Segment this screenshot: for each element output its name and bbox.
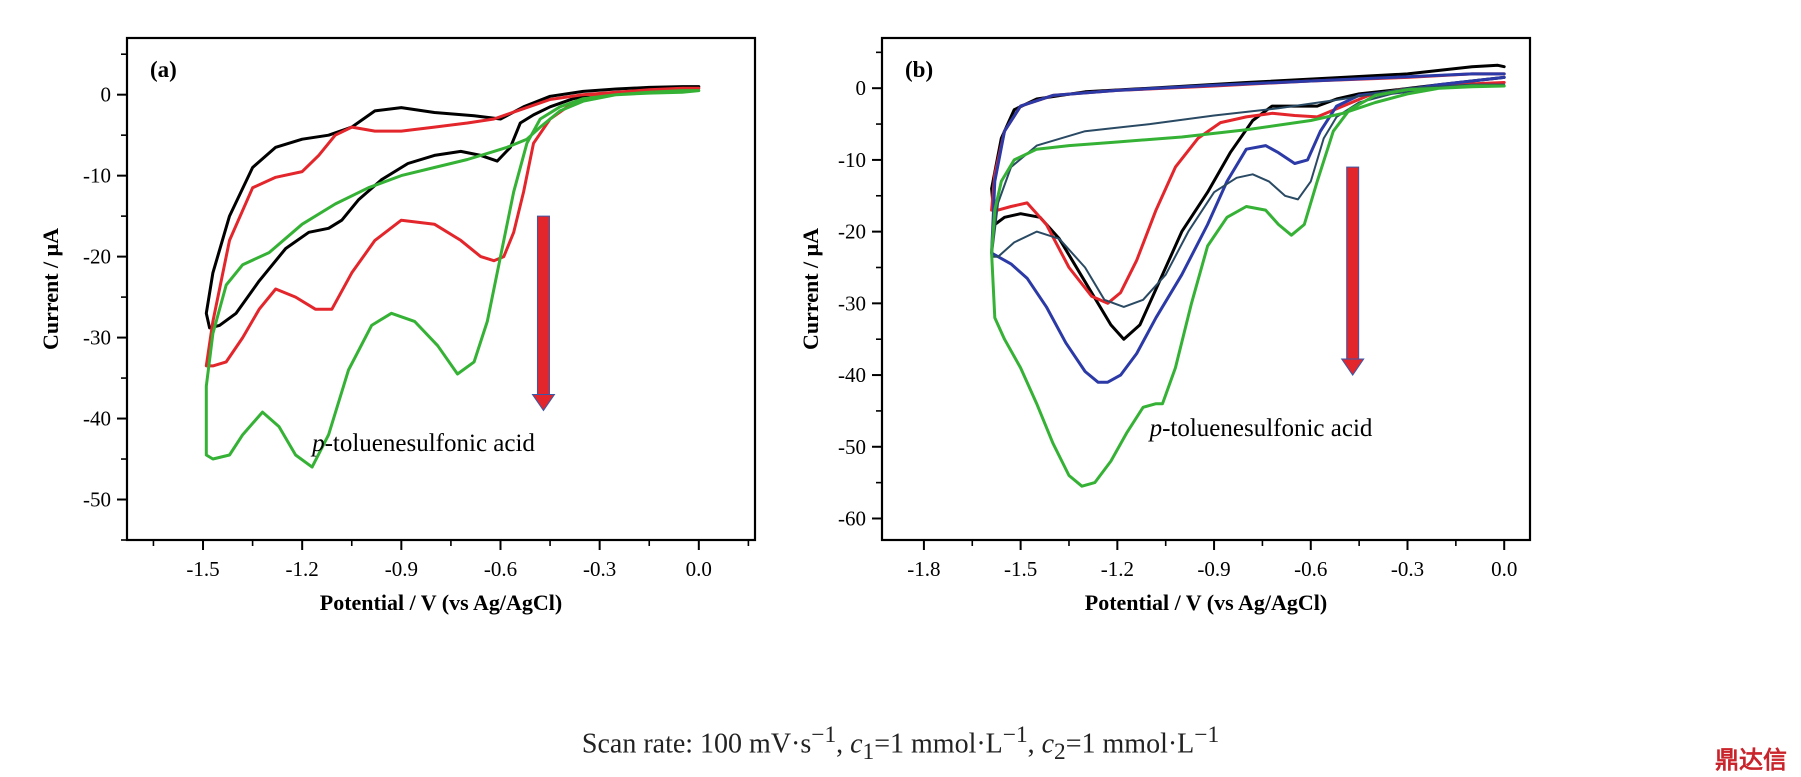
y-axis-title: Current / μA: [38, 228, 63, 350]
y-tick-label: 0: [101, 83, 112, 107]
caption-mid2: =1 mmol·L: [874, 728, 1003, 760]
x-tick-label: -0.3: [1391, 557, 1424, 581]
arrow-head: [531, 393, 556, 412]
y-tick-label: -30: [838, 291, 866, 315]
plot-frame: [880, 36, 1532, 542]
figure-caption: Scan rate: 100 mV·s−1, c1=1 mmol·L−1, c2…: [0, 722, 1801, 766]
series-line: [990, 63, 1506, 341]
x-tick-label: -1.2: [1101, 557, 1134, 581]
x-tick-label: -1.5: [186, 557, 219, 581]
x-tick-label: -1.5: [1004, 557, 1037, 581]
caption-mid3: ,: [1027, 728, 1042, 760]
y-tick-label: -50: [83, 488, 111, 512]
caption-c2-sub: 2: [1054, 738, 1066, 765]
caption-exp1: −1: [811, 722, 837, 748]
series-line: [990, 83, 1506, 308]
annotation-rest: -toluenesulfonic acid: [1162, 415, 1373, 442]
y-tick-label: -40: [83, 407, 111, 431]
arrow-shaft: [1346, 166, 1360, 362]
arrow-shaft: [536, 215, 550, 397]
trend-arrow: [1340, 166, 1365, 376]
trend-arrow: [531, 215, 556, 412]
annotation-italic: p: [310, 430, 325, 457]
annotation-rest: -toluenesulfonic acid: [325, 430, 536, 457]
caption-mid4: =1 mmol·L: [1065, 728, 1195, 760]
panel-a-chart: -1.5 -1.2 -0.9 -0.6 -0.3 0.0 0 -10 -20 -30 -40 -50 P…: [38, 36, 757, 615]
caption-c1-sub: 1: [862, 738, 875, 765]
panel-label: (b): [905, 57, 933, 82]
x-tick-label: -0.3: [583, 557, 616, 581]
caption-exp2: −1: [1002, 722, 1028, 748]
y-tick-label: -20: [838, 220, 866, 244]
x-axis-title: Potential / V (vs Ag/AgCl): [320, 590, 562, 615]
arrow-head: [1340, 358, 1365, 376]
y-tick-label: 0: [856, 76, 867, 100]
annotation-label: p-toluenesulfonic acid: [310, 430, 535, 457]
x-tick-label: -0.9: [385, 557, 418, 581]
caption-c1-var: c: [850, 728, 863, 760]
y-tick-label: -30: [83, 326, 111, 350]
y-tick-label: -50: [838, 435, 866, 459]
annotation-label: p-toluenesulfonic acid: [1148, 415, 1373, 442]
panel-label: (a): [150, 57, 177, 82]
y-tick-label: -10: [83, 164, 111, 188]
y-tick-label: -40: [838, 363, 866, 387]
annotation-italic: p: [1148, 415, 1163, 442]
series-line: [204, 89, 701, 469]
y-tick-label: -20: [83, 245, 111, 269]
x-tick-label: -0.6: [1294, 557, 1327, 581]
x-axis-title: Potential / V (vs Ag/AgCl): [1085, 590, 1327, 615]
x-tick-label: 0.0: [1491, 557, 1517, 581]
panel-b-chart: -1.8 -1.5 -1.2 -0.9 -0.6 -0.3 0.0 0 -10 -20 -30 -40…: [798, 36, 1532, 615]
y-tick-label: -10: [838, 148, 866, 172]
x-tick-label: -1.2: [286, 557, 319, 581]
caption-prefix: Scan rate: 100 mV·s: [581, 728, 812, 760]
series-line: [990, 72, 1506, 305]
watermark-logo: 鼎达信: [1715, 746, 1787, 774]
caption-exp3: −1: [1194, 722, 1220, 748]
caption-c2-var: c: [1041, 728, 1055, 760]
x-tick-label: -0.9: [1197, 557, 1230, 581]
series-line: [204, 86, 701, 368]
caption-mid1: ,: [836, 728, 851, 760]
y-tick-label: -60: [838, 506, 866, 530]
series-line: [990, 84, 1506, 488]
y-axis-title: Current / μA: [798, 228, 823, 350]
plot-frame: [125, 36, 757, 542]
x-tick-label: -0.6: [484, 557, 517, 581]
x-tick-label: 0.0: [686, 557, 712, 581]
series-line: [990, 72, 1506, 384]
x-tick-label: -1.8: [907, 557, 940, 581]
